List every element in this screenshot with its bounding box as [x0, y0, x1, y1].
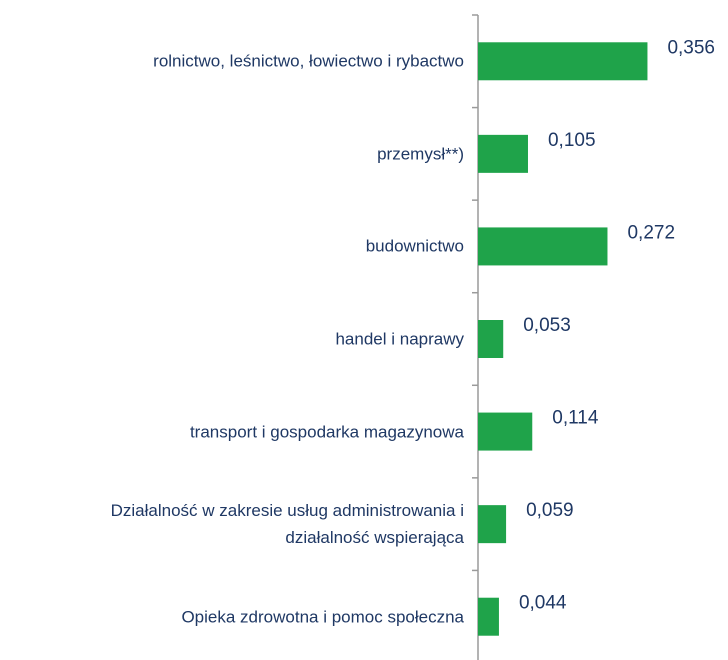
bar: [478, 505, 507, 544]
value-label: 0,044: [519, 593, 567, 614]
value-label: 0,272: [627, 222, 675, 243]
bar: [478, 134, 528, 173]
category-label: Opieka zdrowotna i pomoc społeczna: [181, 607, 464, 627]
bar: [478, 320, 504, 358]
value-label: 0,105: [548, 130, 596, 151]
category-label: rolnictwo, leśnictwo, łowiectwo i rybact…: [153, 51, 464, 71]
value-label: 0,114: [552, 408, 599, 429]
category-label: transport i gospodarka magazynowa: [189, 422, 464, 442]
bar: [478, 412, 533, 451]
bar: [478, 227, 608, 266]
value-label: 0,059: [526, 500, 574, 521]
value-label: 0,356: [667, 37, 715, 58]
category-label: handel i naprawy: [335, 329, 464, 349]
bar: [478, 42, 648, 81]
value-label: 0,053: [523, 315, 571, 336]
category-label: przemysł**): [377, 144, 464, 164]
category-label: Działalność w zakresie usług administrow…: [110, 501, 464, 548]
bar: [478, 597, 499, 636]
category-label: budownictwo: [365, 236, 464, 256]
